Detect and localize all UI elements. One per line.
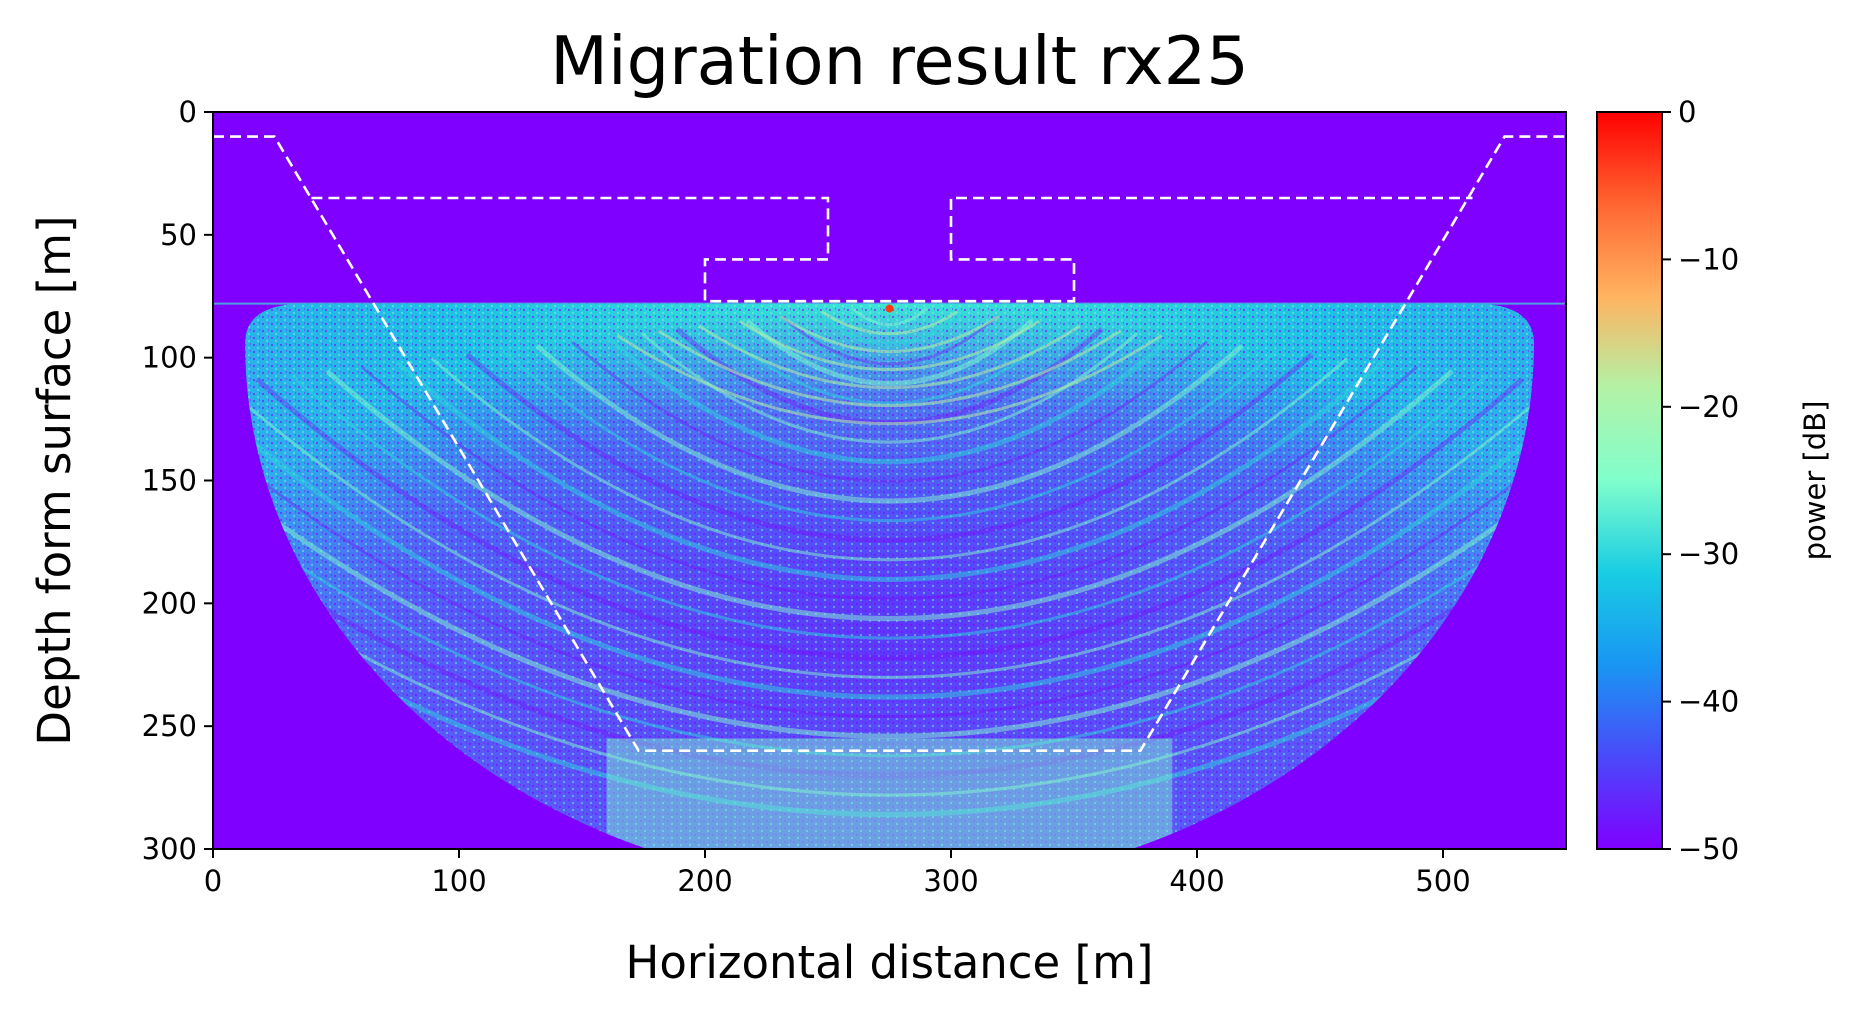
colorbar-tick-label: 0 xyxy=(1678,95,1696,129)
chart-title: Migration result rx25 xyxy=(550,22,1249,100)
y-axis-label: Depth form surface [m] xyxy=(28,215,81,745)
y-tick-label: 250 xyxy=(142,709,197,743)
model-outline xyxy=(213,135,1566,753)
diffraction-arc xyxy=(244,394,1535,739)
diffraction-arc xyxy=(571,340,1208,483)
diffraction-arc xyxy=(465,352,1314,543)
colorbar: 0 −10 −20 −30 −40 −50 power [dB] xyxy=(1596,95,1832,866)
diffraction-arc xyxy=(244,386,1535,700)
diffraction-arc xyxy=(779,315,1000,354)
diffraction-arc xyxy=(711,323,1068,405)
x-tick-label: 400 xyxy=(1169,864,1224,898)
diffraction-arc xyxy=(851,306,928,327)
diffraction-arc xyxy=(535,344,1244,504)
colorbar-tick-label: −20 xyxy=(1678,390,1739,424)
x-tick-label: 0 xyxy=(204,864,222,898)
diffraction-arc xyxy=(255,377,1524,661)
diffraction-arc xyxy=(815,310,964,347)
x-tick-label: 100 xyxy=(431,864,486,898)
diffraction-arc xyxy=(605,335,1174,465)
x-axis-ticks: 0 100 200 300 400 500 xyxy=(204,849,1471,898)
diffraction-arc xyxy=(501,348,1278,522)
diffraction-arc xyxy=(361,365,1418,601)
diffraction-arc xyxy=(781,315,998,366)
diffraction-arc xyxy=(616,334,1163,425)
colorbar-ticks: 0 −10 −20 −30 −40 −50 xyxy=(1662,95,1739,866)
y-tick-label: 300 xyxy=(142,832,197,866)
diffraction-arc xyxy=(745,318,1034,386)
y-tick-label: 100 xyxy=(142,341,197,375)
colorbar-tick-label: −40 xyxy=(1678,685,1739,719)
y-axis-ticks: 0 50 100 150 200 250 300 xyxy=(142,95,213,866)
diffraction-arc xyxy=(698,324,1081,389)
outline-trapezoid xyxy=(213,135,1566,753)
outline-structure xyxy=(311,196,1473,303)
x-tick-label: 500 xyxy=(1415,864,1470,898)
bottom-reflector-band xyxy=(606,738,1173,849)
diffraction-arcs xyxy=(244,306,1535,818)
diffraction-arc xyxy=(739,319,1040,371)
diffraction-arc xyxy=(431,357,1348,562)
diffraction-arc xyxy=(325,369,1454,622)
x-tick-label: 200 xyxy=(677,864,732,898)
colorbar-tick-label: −10 xyxy=(1678,242,1739,276)
y-tick-label: 200 xyxy=(142,586,197,620)
diffraction-arc xyxy=(244,390,1535,718)
x-tick-label: 300 xyxy=(923,864,978,898)
colorbar-label: power [dB] xyxy=(1798,401,1832,561)
x-axis-label: Horizontal distance [m] xyxy=(625,936,1153,989)
colorbar-tick-label: −50 xyxy=(1678,832,1739,866)
diffraction-arc xyxy=(657,329,1122,407)
bright-point-marker xyxy=(885,304,894,313)
heatmap-plot-area xyxy=(212,111,1567,850)
diffraction-arc xyxy=(291,374,1488,640)
diffraction-arc xyxy=(820,310,959,335)
y-tick-label: 50 xyxy=(160,218,197,252)
diffraction-arc xyxy=(244,382,1535,679)
diffraction-arc xyxy=(244,399,1535,758)
y-tick-label: 0 xyxy=(179,95,197,129)
diffraction-arc xyxy=(395,360,1384,582)
y-tick-label: 150 xyxy=(142,464,197,498)
colorbar-tick-label: −30 xyxy=(1678,537,1739,571)
colorbar-gradient xyxy=(1596,111,1663,850)
